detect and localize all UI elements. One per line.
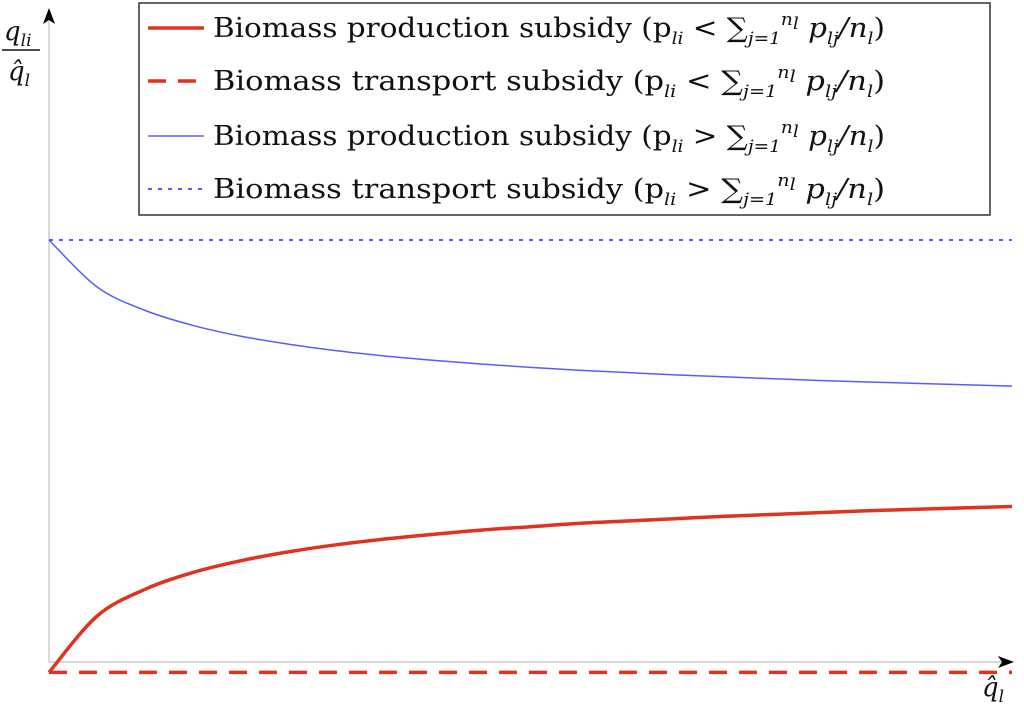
x-axis-arrow-icon bbox=[998, 656, 1014, 668]
legend-label-2: Biomass transport subsidy (p li < ∑ j=1nl … bbox=[213, 63, 885, 102]
svg-text:q̂l: q̂l bbox=[8, 57, 30, 91]
x-label-main: q̂ bbox=[982, 673, 999, 703]
legend-item-4: Biomass transport subsidy (p li > ∑ j=1nl … bbox=[148, 171, 885, 210]
y-axis-arrow-icon bbox=[43, 8, 55, 24]
y-axis-label: qli q̂l bbox=[2, 17, 40, 91]
legend-box bbox=[138, 2, 991, 216]
series-line-1 bbox=[47, 504, 1013, 674]
legend-label-3: Biomass production subsidy (p li > ∑ j=1nl… bbox=[213, 118, 885, 157]
x-axis-label: q̂l bbox=[982, 673, 1004, 704]
y-label-numerator: q bbox=[4, 17, 21, 47]
legend-label-4: Biomass transport subsidy (p li > ∑ j=1nl … bbox=[213, 171, 885, 210]
svg-text:qli: qli bbox=[4, 17, 32, 51]
legend: Biomass production subsidy (p li < ∑ j=1nl… bbox=[138, 2, 991, 216]
x-label-sub: l bbox=[999, 687, 1004, 704]
legend-item-2: Biomass transport subsidy (p li < ∑ j=1nl … bbox=[148, 63, 885, 102]
legend-item-1: Biomass production subsidy (p li < ∑ j=1nl… bbox=[148, 10, 885, 49]
y-label-numerator-sub: li bbox=[21, 31, 32, 51]
y-label-denominator-sub: l bbox=[25, 71, 30, 91]
legend-item-3: Biomass production subsidy (p li > ∑ j=1nl… bbox=[148, 118, 885, 157]
legend-label-1: Biomass production subsidy (p li < ∑ j=1nl… bbox=[213, 10, 885, 49]
series-layer bbox=[47, 239, 1013, 675]
series-line-3 bbox=[48, 239, 1013, 387]
y-label-denominator: q̂ bbox=[8, 57, 25, 87]
